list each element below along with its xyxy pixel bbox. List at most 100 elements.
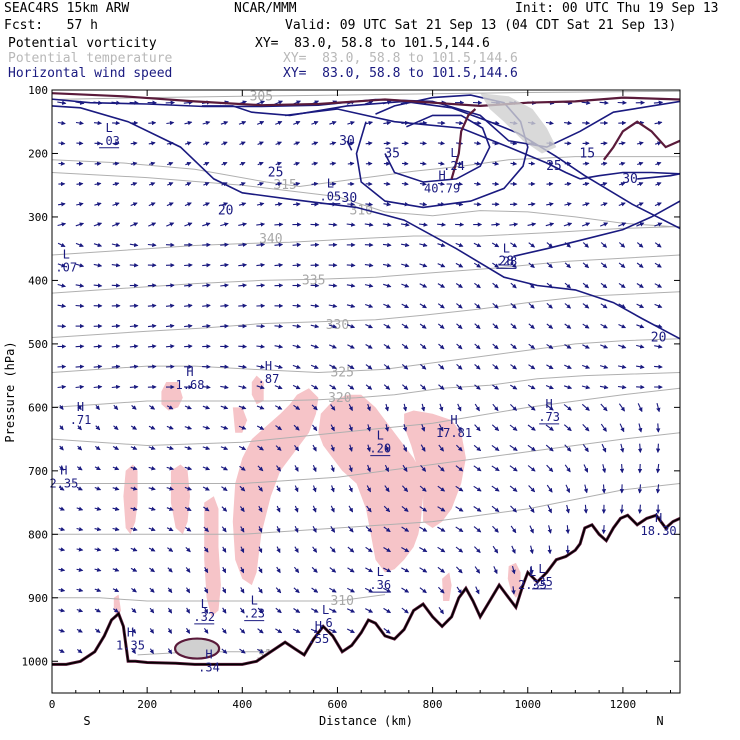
wind-vector: [184, 262, 193, 268]
wind-vector: [257, 182, 264, 187]
theta-contour-label: 335: [302, 273, 325, 288]
wind-vector: [474, 282, 481, 289]
extremum-value: .05: [319, 190, 341, 204]
wind-vector: [636, 202, 644, 207]
wind-vector: [75, 120, 84, 126]
wind-vector: [473, 202, 482, 207]
wind-vector: [365, 202, 374, 207]
wind-vector: [402, 444, 407, 452]
wind-vector: [275, 445, 282, 451]
wind-vector: [292, 364, 301, 369]
wind-vector: [93, 222, 103, 227]
wind-vector: [654, 262, 662, 268]
wind-vector: [130, 466, 138, 471]
wind-vector: [148, 547, 156, 552]
wind-vector: [166, 222, 175, 227]
wind-vector: [166, 202, 174, 207]
wind-vector: [511, 565, 516, 575]
wind-vector: [347, 120, 355, 126]
wind-vector: [528, 302, 535, 309]
wind-vector: [600, 262, 608, 268]
wind-vector: [527, 424, 536, 431]
wind-vector: [547, 545, 552, 555]
wind-vector: [292, 384, 301, 390]
wind-vector: [564, 323, 572, 329]
extremum-value: 1.35: [116, 638, 145, 652]
wind-vector: [438, 444, 444, 452]
wind-vector: [202, 202, 210, 207]
wind-vector: [257, 465, 264, 472]
theta-contour: [52, 156, 680, 188]
wind-vector: [148, 405, 156, 410]
wind-vector: [293, 202, 301, 207]
wind-vector: [529, 525, 534, 534]
wind-vector: [311, 566, 318, 573]
x-tick-label: 200: [137, 698, 157, 711]
wind-vector: [256, 202, 265, 207]
wind-vector: [221, 627, 227, 634]
wind-vector: [474, 424, 481, 432]
wind-vector: [546, 464, 554, 473]
wind-vector: [456, 363, 463, 370]
wind-vector: [619, 504, 625, 514]
y-tick-label: 800: [28, 528, 48, 541]
extremum-value: .20: [369, 442, 391, 456]
wind-vector: [220, 283, 229, 288]
wind-vector: [564, 282, 571, 289]
wind-vector: [329, 181, 337, 187]
wind-vector: [491, 444, 500, 452]
wind-vector: [131, 608, 137, 614]
wind-vector: [76, 181, 84, 187]
wind-vector: [258, 587, 263, 594]
extremum-letter: L: [327, 177, 334, 191]
wind-vector: [581, 222, 591, 227]
wind-vector: [256, 222, 266, 227]
wind-vector: [294, 525, 299, 533]
wind-vector: [456, 161, 463, 166]
theta-contour: [52, 372, 680, 408]
wind-vector: [329, 567, 337, 573]
wind-vector: [600, 423, 607, 432]
wind-vector: [492, 403, 499, 412]
wind-vector: [129, 303, 139, 309]
wind-vector: [94, 567, 102, 572]
wind-vector: [220, 262, 229, 268]
extremum-letter: H: [450, 413, 457, 427]
wind-vector: [149, 587, 155, 593]
pv-fill-region: [204, 496, 221, 617]
wind-vector: [203, 161, 210, 166]
wind-vector: [366, 505, 372, 513]
wind-vector: [636, 364, 645, 369]
wind-vector: [637, 443, 643, 454]
wind-vector: [292, 303, 302, 309]
extremum-letter: L: [201, 597, 208, 611]
wind-vector: [420, 403, 426, 412]
wind-vector: [510, 525, 517, 534]
wind-vector: [599, 364, 609, 369]
extremum-letter: H: [265, 359, 272, 373]
wind-vector: [58, 141, 66, 146]
wind-vector: [58, 526, 66, 532]
wind-vector: [276, 465, 281, 472]
wind-vector: [203, 526, 209, 533]
wind-vector: [421, 424, 426, 432]
wind-vector: [130, 527, 138, 532]
wind-vector: [474, 181, 482, 187]
wind-vector: [293, 121, 301, 126]
wind-vector: [600, 303, 608, 309]
wind-vector: [165, 283, 175, 288]
wind-vector: [165, 323, 175, 329]
model-title: SEAC4RS 15km ARW: [4, 1, 130, 16]
wind-vector: [654, 242, 662, 248]
extremum-letter: L: [538, 562, 545, 576]
wind-vector: [329, 546, 336, 553]
wind-vector: [76, 526, 84, 532]
extremum-value: .6: [318, 616, 332, 630]
wind-vector: [473, 465, 482, 472]
wind-vector: [257, 485, 263, 492]
wind-vector: [221, 486, 228, 492]
wind-vector: [564, 120, 573, 126]
wind-vector: [492, 262, 500, 268]
wind-vector: [474, 403, 480, 412]
wind-vector: [203, 182, 210, 187]
